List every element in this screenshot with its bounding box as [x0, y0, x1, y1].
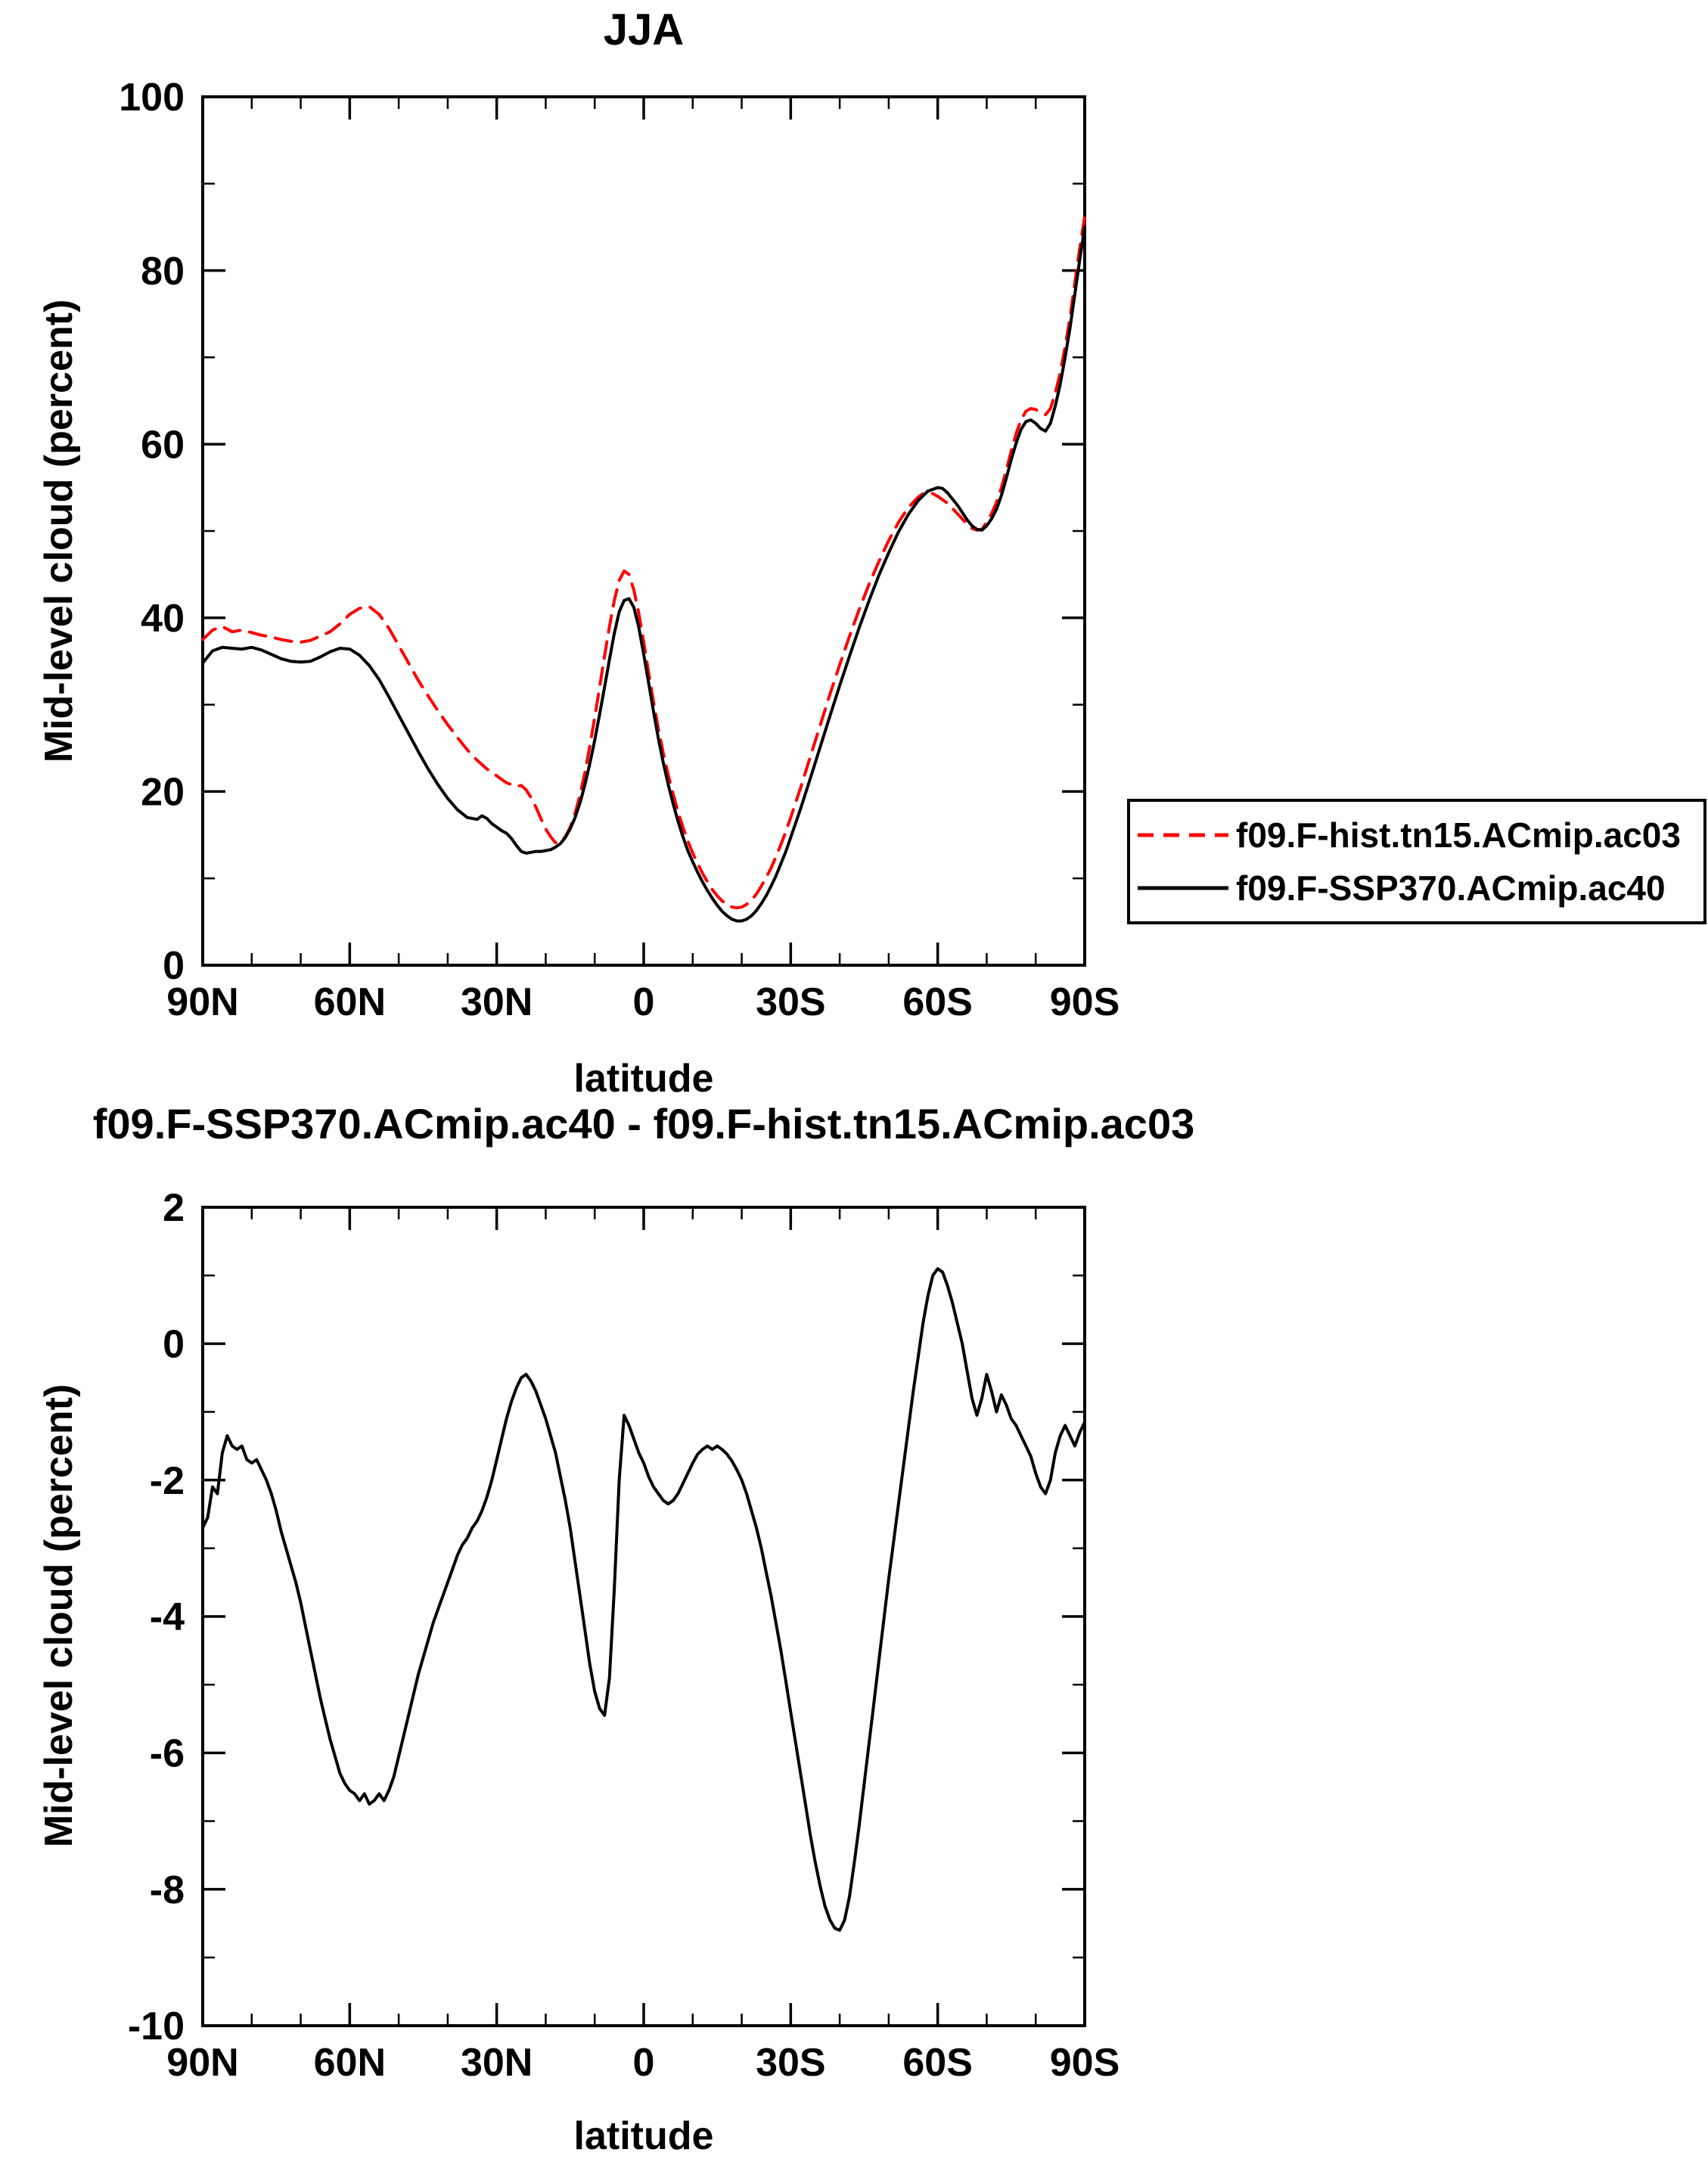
x-tick-label: 90N [166, 2041, 238, 2085]
x-tick-label: 60N [314, 2041, 386, 2085]
x-tick-label: 30S [756, 2041, 826, 2085]
y-tick-label: -6 [150, 1732, 185, 1776]
y-tick-label: 100 [119, 76, 185, 120]
x-tick-label: 60N [314, 980, 386, 1024]
y-tick-label: 0 [163, 1323, 185, 1367]
y-tick-label: -8 [150, 1868, 185, 1912]
legend-solid-line-sample [1138, 886, 1228, 890]
top-panel-title: JJA [603, 5, 685, 54]
series-line-dashed [201, 215, 1086, 910]
legend-box: f09.F-hist.tn15.ACmip.ac03 f09.F-SSP370.… [1127, 799, 1706, 924]
y-tick-label: -2 [150, 1459, 185, 1503]
y-tick-label: 2 [163, 1186, 185, 1230]
plot-frame-top [201, 95, 1086, 967]
y-tick-label: 60 [141, 423, 185, 467]
x-tick-label: 30N [461, 980, 533, 1024]
bottom-panel-y-axis-label: Mid-level cloud (percent) [37, 1384, 81, 1848]
y-tick-label: -4 [150, 1595, 185, 1639]
legend-dashed-line-sample [1138, 833, 1228, 837]
y-tick-label: 20 [141, 771, 185, 815]
y-tick-label: 0 [163, 944, 185, 988]
x-tick-label: 30N [461, 2041, 533, 2085]
x-tick-label: 90N [166, 980, 238, 1024]
x-tick-label: 90S [1050, 980, 1120, 1024]
bottom-panel-x-axis-label: latitude [573, 2114, 714, 2158]
series-line-solid [201, 1267, 1086, 1932]
top-panel-x-axis-label: latitude [573, 1057, 714, 1101]
x-tick-label: 90S [1050, 2041, 1120, 2085]
legend-label-hist: f09.F-hist.tn15.ACmip.ac03 [1236, 815, 1681, 855]
x-tick-label: 30S [756, 980, 826, 1024]
legend-entry-hist: f09.F-hist.tn15.ACmip.ac03 [1130, 815, 1703, 856]
y-tick-label: 40 [141, 597, 185, 641]
plot-frame-bottom [201, 1206, 1086, 2027]
legend-label-ssp370: f09.F-SSP370.ACmip.ac40 [1236, 868, 1666, 908]
y-tick-label: -10 [128, 2005, 185, 2048]
top-panel-y-axis-label: Mid-level cloud (percent) [37, 299, 81, 763]
x-tick-label: 0 [633, 2041, 655, 2085]
x-tick-label: 60S [902, 2041, 973, 2085]
y-tick-label: 80 [141, 250, 185, 293]
x-tick-label: 60S [902, 980, 973, 1024]
legend-entry-ssp370: f09.F-SSP370.ACmip.ac40 [1130, 868, 1703, 908]
series-line-solid [201, 225, 1086, 923]
bottom-panel-title: f09.F-SSP370.ACmip.ac40 - f09.F-hist.tn1… [92, 1100, 1195, 1148]
x-tick-label: 0 [633, 980, 655, 1024]
